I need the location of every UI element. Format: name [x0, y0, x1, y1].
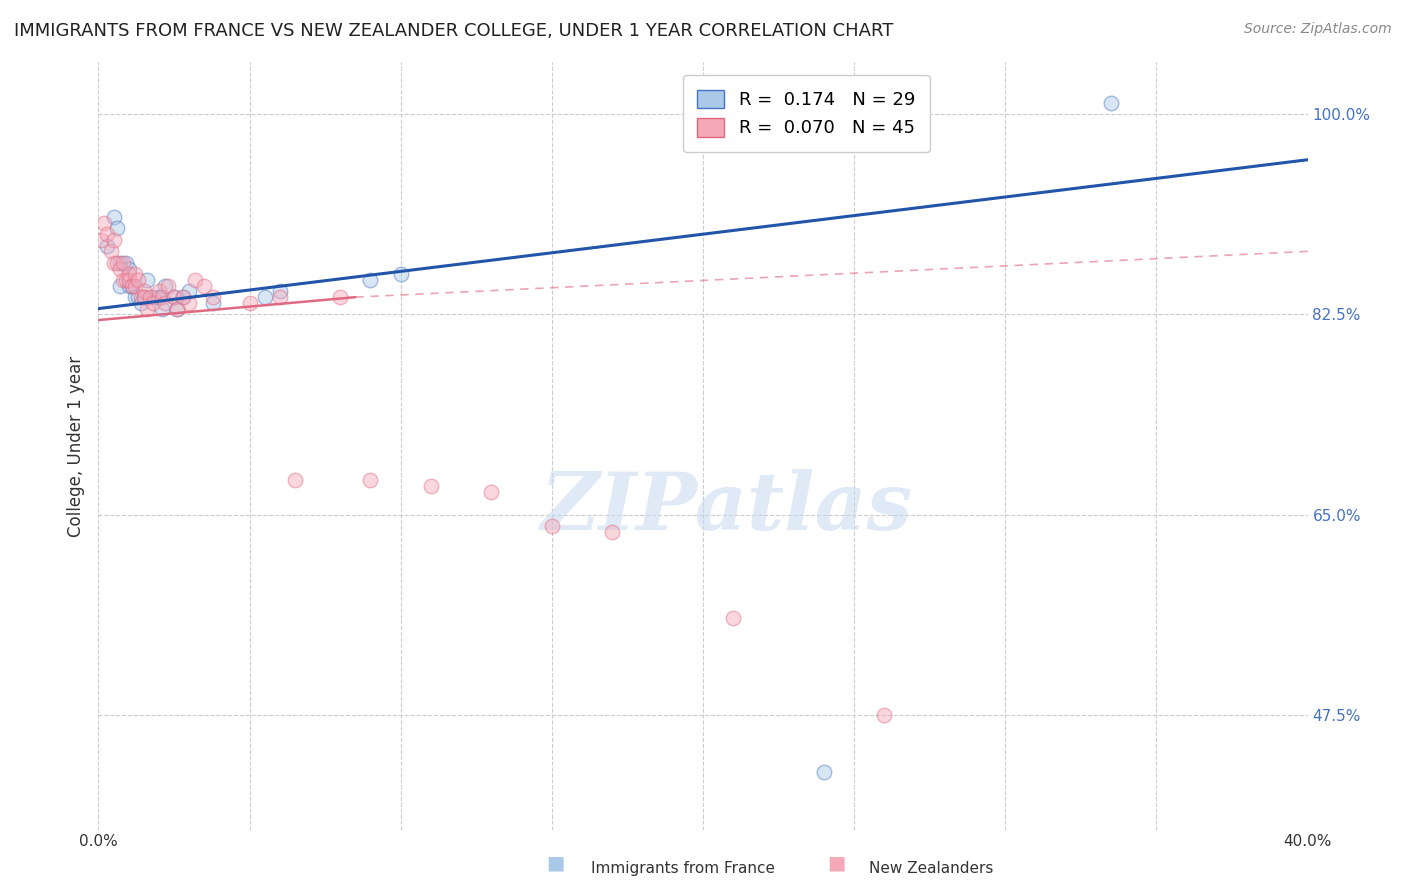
Point [202, 290, 225, 304]
Point [813, 765, 835, 780]
Point [284, 474, 307, 488]
Point [163, 290, 186, 304]
Point [269, 285, 291, 299]
Point [389, 267, 412, 281]
Point [202, 296, 225, 310]
Point [166, 301, 188, 316]
Text: IMMIGRANTS FROM FRANCE VS NEW ZEALANDER COLLEGE, UNDER 1 YEAR CORRELATION CHART: IMMIGRANTS FROM FRANCE VS NEW ZEALANDER … [14, 22, 893, 40]
Point [420, 479, 443, 493]
Point [105, 221, 128, 235]
Point [179, 296, 201, 310]
Point [239, 296, 262, 310]
Point [184, 273, 207, 287]
Text: ZIPatlas: ZIPatlas [541, 468, 914, 546]
Point [172, 290, 194, 304]
Point [118, 267, 141, 281]
Point [540, 519, 562, 533]
Point [481, 484, 503, 499]
Point [329, 290, 352, 304]
Point [148, 290, 170, 304]
Point [111, 256, 134, 270]
Point [124, 278, 146, 293]
Point [142, 296, 165, 310]
Point [100, 244, 122, 259]
Point [142, 290, 165, 304]
Point [253, 290, 276, 304]
Point [108, 278, 131, 293]
Point [124, 267, 146, 281]
Point [118, 278, 141, 293]
Point [132, 290, 155, 304]
Point [873, 708, 896, 723]
Point [105, 256, 128, 270]
Point [166, 301, 188, 316]
Point [135, 301, 157, 316]
Point [129, 290, 152, 304]
Point [179, 285, 201, 299]
Point [121, 278, 143, 293]
Text: New Zealanders: New Zealanders [869, 861, 993, 876]
Text: Source: ZipAtlas.com: Source: ZipAtlas.com [1244, 22, 1392, 37]
Point [360, 273, 382, 287]
Point [148, 285, 170, 299]
Point [150, 301, 173, 316]
Legend: R =  0.174   N = 29, R =  0.070   N = 45: R = 0.174 N = 29, R = 0.070 N = 45 [683, 75, 929, 152]
Y-axis label: College, Under 1 year: College, Under 1 year [66, 355, 84, 537]
Point [111, 273, 134, 287]
Point [108, 261, 131, 276]
Point [96, 238, 118, 252]
Point [93, 216, 115, 230]
Point [124, 290, 146, 304]
Point [96, 227, 118, 242]
Point [602, 524, 624, 539]
Point [132, 285, 155, 299]
Point [193, 278, 215, 293]
Point [172, 290, 194, 304]
Point [108, 256, 131, 270]
Point [127, 273, 149, 287]
Point [360, 474, 382, 488]
Point [121, 278, 143, 293]
Point [114, 273, 136, 287]
Point [118, 261, 141, 276]
Point [153, 278, 176, 293]
Point [139, 290, 162, 304]
Point [127, 290, 149, 304]
Text: ■: ■ [546, 854, 565, 872]
Text: Immigrants from France: Immigrants from France [591, 861, 775, 876]
Point [1099, 95, 1122, 110]
Point [269, 290, 291, 304]
Point [103, 256, 125, 270]
Point [135, 273, 157, 287]
Point [103, 210, 125, 224]
Point [129, 296, 152, 310]
Point [118, 273, 141, 287]
Point [163, 290, 186, 304]
Point [156, 278, 179, 293]
Point [103, 233, 125, 247]
Point [153, 296, 176, 310]
Point [90, 233, 112, 247]
Point [114, 256, 136, 270]
Point [150, 290, 173, 304]
Point [723, 611, 745, 625]
Text: ■: ■ [827, 854, 846, 872]
Point [132, 290, 155, 304]
